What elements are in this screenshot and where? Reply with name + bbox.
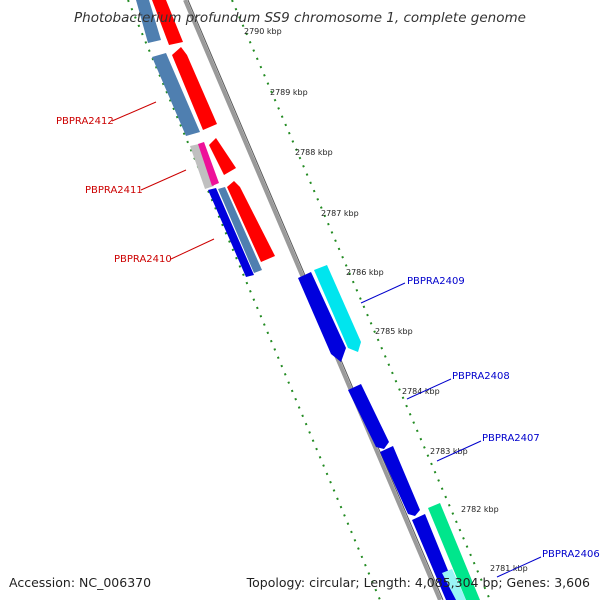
tick-label: 2785 kbp [375,327,413,336]
gene-label[interactable]: PBPRA2412 [56,116,114,127]
gene-feature-red[interactable] [209,138,236,175]
tick-label: 2787 kbp [321,209,359,218]
gene-label[interactable]: PBPRA2408 [452,371,510,382]
tick-label: 2781 kbp [490,564,528,573]
gene-feature-red[interactable] [227,181,275,262]
gene-feature-red[interactable] [152,0,183,45]
gene-feature-cyan[interactable] [442,569,466,600]
gene-feature-red[interactable] [172,47,217,130]
tick-label: 2789 kbp [270,88,308,97]
gene-label[interactable]: PBPRA2410 [114,254,172,265]
tick-track-right [231,0,491,600]
gene-feature-blue[interactable] [348,384,389,449]
gene-feature-magenta[interactable] [198,142,219,186]
gene-feature-blue[interactable] [298,272,346,362]
topology-text: Topology: circular; Length: 4,085,304 bp… [246,575,590,590]
gene-feature-gray[interactable] [190,144,214,189]
tick-label: 2784 kbp [402,387,440,396]
gene-feature-seagreen[interactable] [428,503,480,600]
gene-label[interactable]: PBPRA2406 [542,549,600,560]
tick-track-left [127,0,381,600]
gene-label-leader [111,101,157,122]
tick-label: 2782 kbp [461,505,499,514]
tick-label: 2783 kbp [430,447,468,456]
tick-label: 2790 kbp [244,27,282,36]
accession-text: Accession: NC_006370 [9,575,152,590]
gene-feature-steelblue[interactable] [218,187,262,273]
gene-label-leader [170,238,215,260]
gene-feature-steelblue[interactable] [152,53,200,136]
gene-label-leader [360,282,406,304]
gene-label[interactable]: PBPRA2407 [482,433,540,444]
gene-feature-blue[interactable] [380,446,420,516]
tick-label: 2786 kbp [346,268,384,277]
gene-label-leader [140,169,187,191]
gene-feature-steelblue[interactable] [136,0,161,43]
gene-label-leader [496,556,542,578]
gene-feature-cyan[interactable] [314,265,361,352]
gene-label[interactable]: PBPRA2411 [85,185,143,196]
gene-label[interactable]: PBPRA2409 [407,276,465,287]
map-title: Photobacterium profundum SS9 chromosome … [74,10,526,26]
gene-feature-blue[interactable] [208,188,254,277]
gene-label-leader [436,440,482,462]
gene-label-leader [406,378,452,400]
tick-label: 2788 kbp [295,148,333,157]
